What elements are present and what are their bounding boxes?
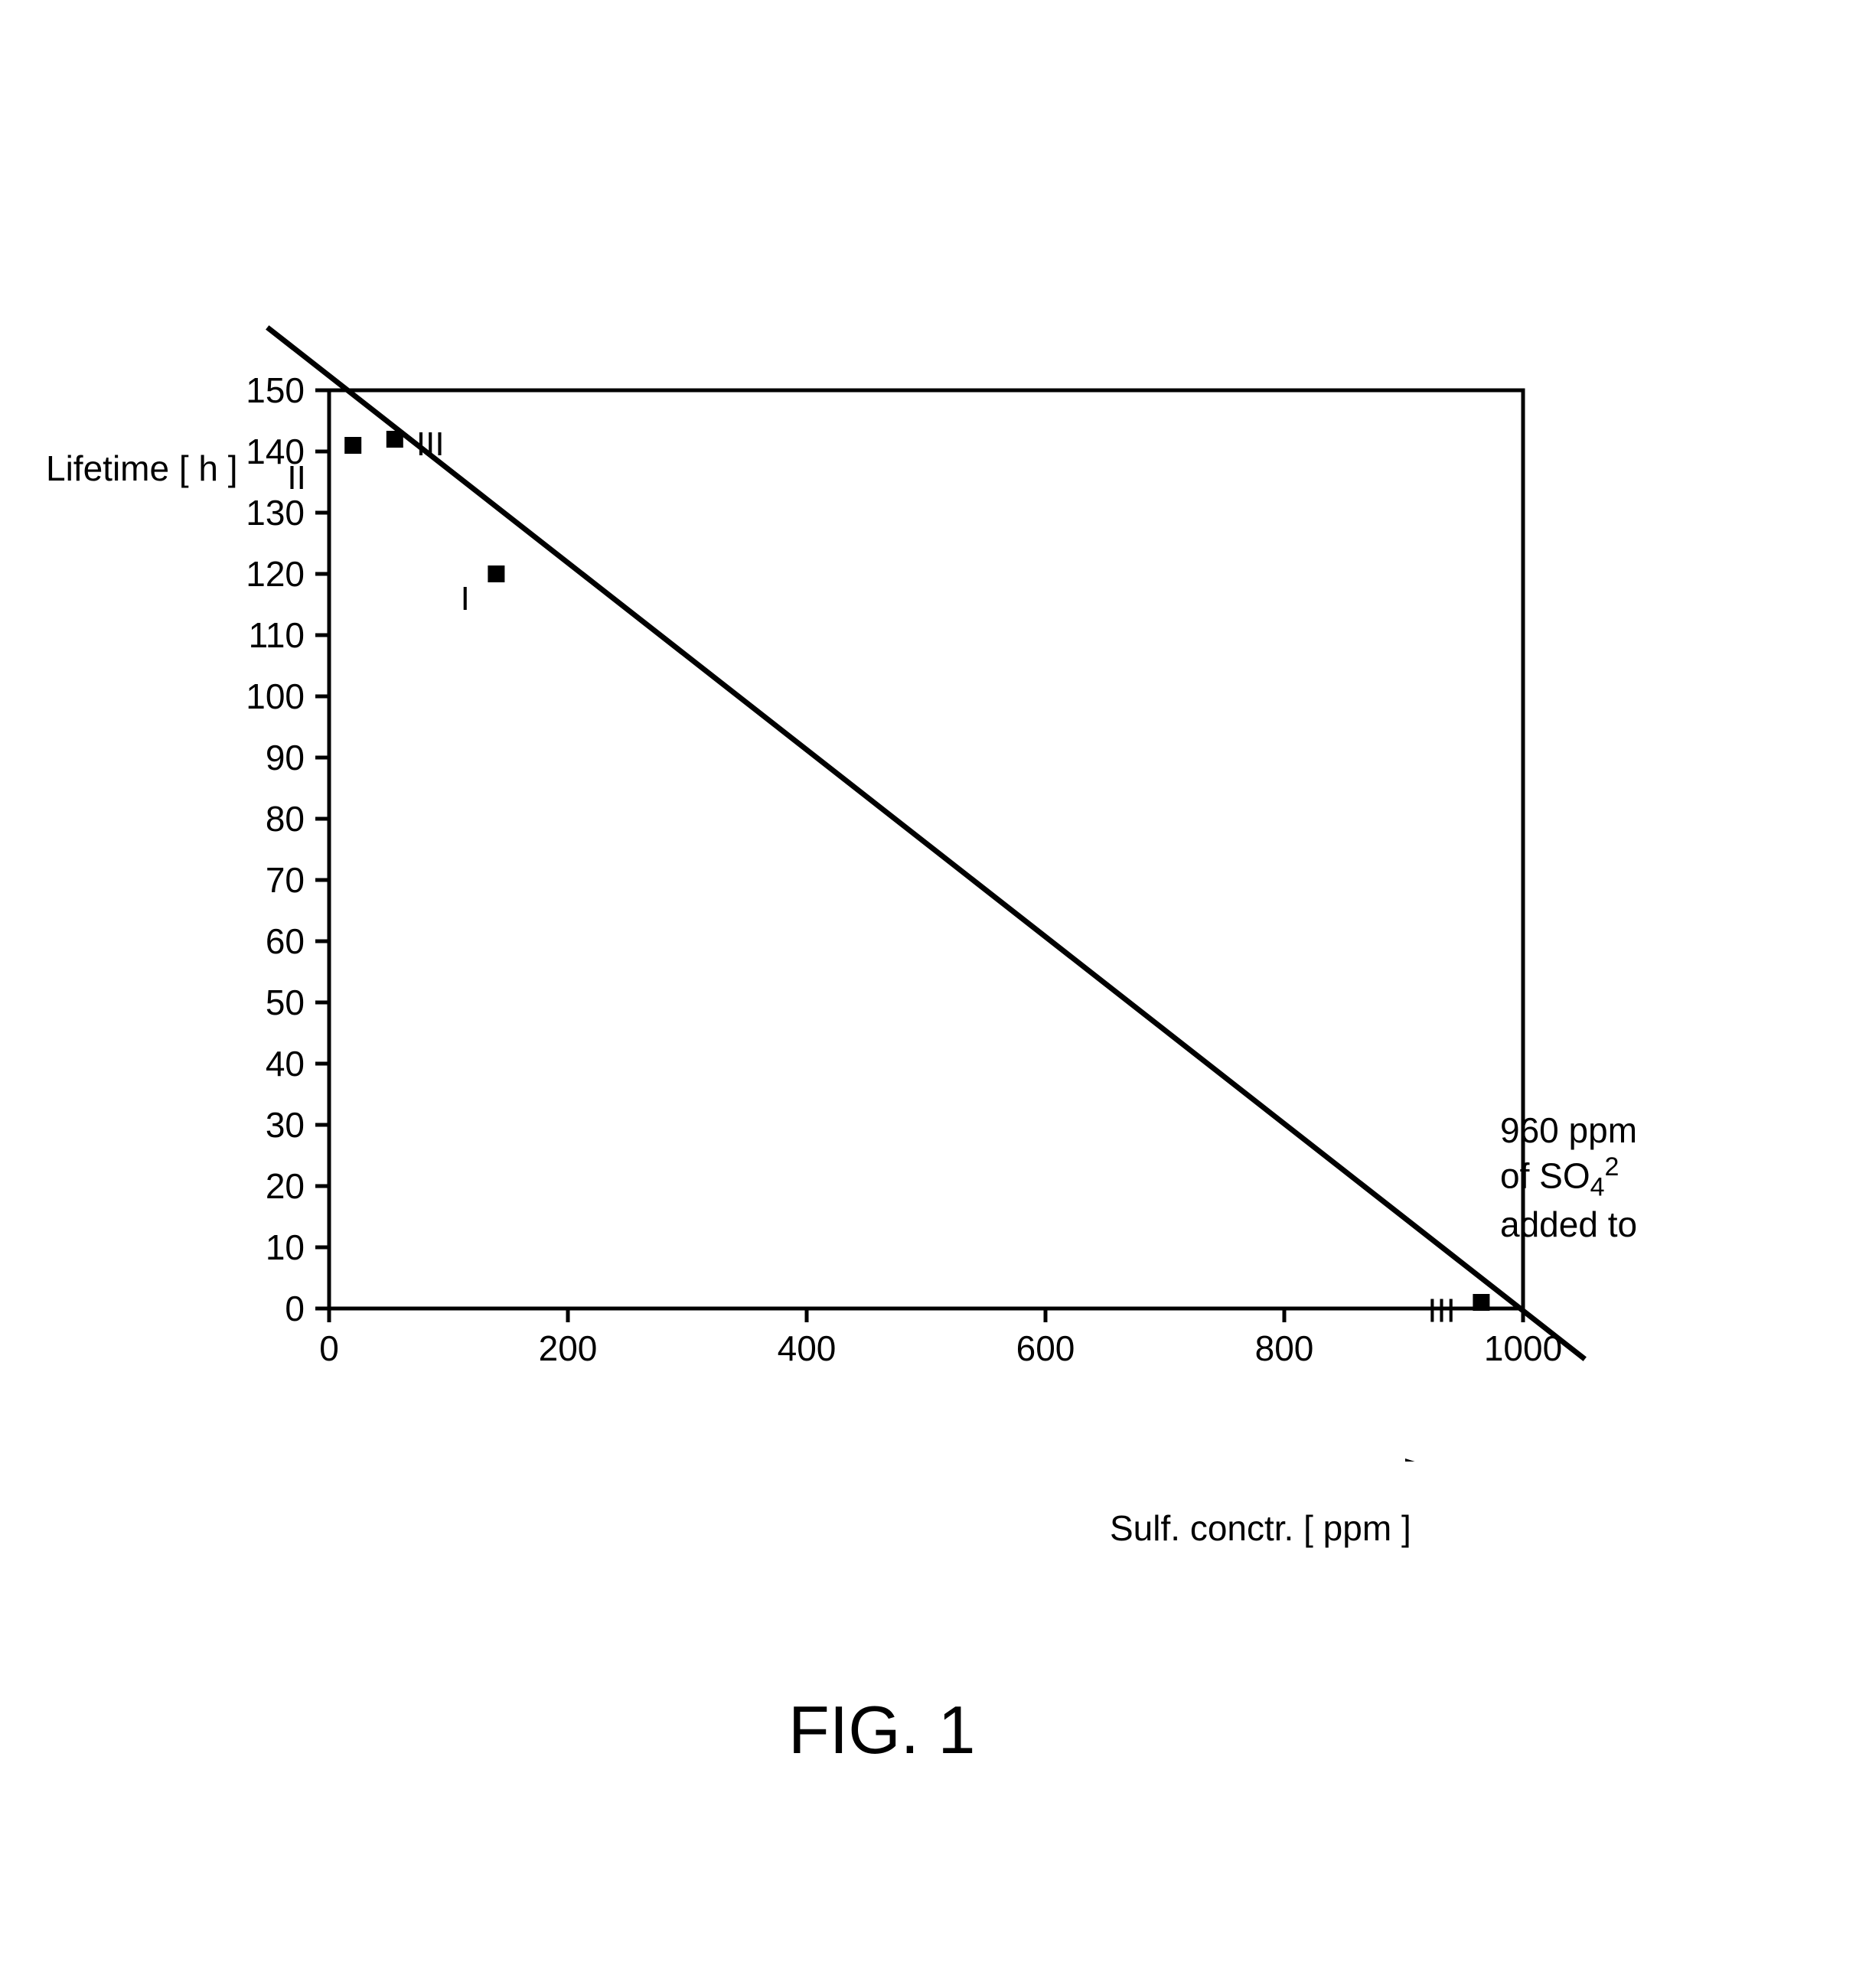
annotation-line-1: 960 ppm bbox=[1500, 1110, 1637, 1152]
annotation-line-2a: of SO bbox=[1500, 1156, 1590, 1196]
annotation-sub: 4 bbox=[1590, 1173, 1605, 1202]
figure-1: 0102030405060708090100110120130140150020… bbox=[0, 0, 1869, 1988]
svg-text:90: 90 bbox=[266, 738, 305, 777]
svg-text:60: 60 bbox=[266, 921, 305, 961]
svg-text:150: 150 bbox=[246, 370, 305, 410]
svg-text:0: 0 bbox=[319, 1328, 339, 1368]
svg-text:400: 400 bbox=[778, 1328, 837, 1368]
svg-text:130: 130 bbox=[246, 493, 305, 533]
svg-text:III: III bbox=[1427, 1292, 1456, 1330]
svg-text:110: 110 bbox=[249, 615, 305, 655]
annotation-line-2: of SO42 bbox=[1500, 1152, 1637, 1203]
annotation-line-3: added to bbox=[1500, 1204, 1637, 1246]
y-axis-label: Lifetime [ h ] bbox=[46, 448, 238, 489]
svg-text:II: II bbox=[287, 459, 305, 497]
figure-caption: FIG. 1 bbox=[788, 1691, 976, 1769]
x-axis-label: Sulf. conctr. [ ppm ] bbox=[1110, 1507, 1411, 1549]
svg-text:80: 80 bbox=[266, 799, 305, 839]
svg-text:50: 50 bbox=[266, 983, 305, 1022]
svg-text:40: 40 bbox=[266, 1044, 305, 1084]
svg-text:10: 10 bbox=[266, 1227, 305, 1267]
svg-text:600: 600 bbox=[1016, 1328, 1075, 1368]
so4-annotation: 960 ppm of SO42 added to bbox=[1500, 1110, 1637, 1246]
svg-text:100: 100 bbox=[246, 676, 305, 716]
svg-text:0: 0 bbox=[285, 1289, 305, 1328]
annotation-sup: 2 bbox=[1605, 1152, 1619, 1181]
svg-text:120: 120 bbox=[246, 554, 305, 594]
svg-text:III: III bbox=[416, 425, 445, 463]
svg-text:30: 30 bbox=[266, 1105, 305, 1145]
svg-text:800: 800 bbox=[1255, 1328, 1314, 1368]
svg-text:70: 70 bbox=[266, 860, 305, 900]
svg-text:200: 200 bbox=[539, 1328, 598, 1368]
chart-svg: 0102030405060708090100110120130140150020… bbox=[176, 237, 1676, 1462]
svg-text:I: I bbox=[461, 580, 470, 618]
svg-text:20: 20 bbox=[266, 1166, 305, 1206]
